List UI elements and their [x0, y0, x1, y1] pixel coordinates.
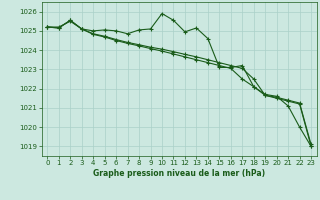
X-axis label: Graphe pression niveau de la mer (hPa): Graphe pression niveau de la mer (hPa) [93, 169, 265, 178]
